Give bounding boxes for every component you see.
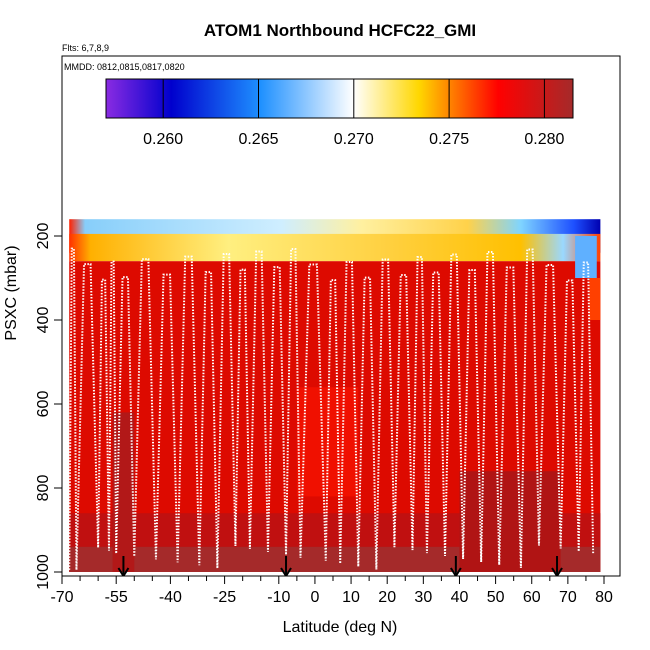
y-tick-label: 600	[35, 391, 52, 418]
x-tick-label: 30	[414, 589, 432, 606]
x-axis: -70 -55 -40 -25 -10 0 10 20 30 40 50 60 70 80	[50, 575, 613, 606]
colorbar-tick-label: 0.265	[238, 131, 278, 148]
colorbar-gradient	[105, 78, 574, 119]
flight-marker-arrowhead	[280, 567, 292, 576]
colorbar-tick-label: 0.280	[524, 131, 564, 148]
colorbar-tick-label: 0.260	[143, 131, 183, 148]
y-tick-label: 1000	[35, 554, 52, 590]
colorbar-tick-label: 0.275	[429, 131, 469, 148]
x-tick-label: 50	[487, 589, 505, 606]
dates-subtitle: MMDD: 0812,0815,0817,0820	[64, 62, 185, 72]
heatmap-patch	[575, 236, 597, 278]
y-tick-label: 400	[35, 307, 52, 334]
heatmap-band-mid	[69, 233, 601, 262]
x-tick-label: -40	[159, 589, 182, 606]
colorbar: 0.260 0.265 0.270 0.275 0.280	[105, 78, 574, 148]
heatmap-patch	[459, 471, 561, 572]
colorbar-tick-label: 0.270	[334, 131, 374, 148]
x-tick-label: 10	[342, 589, 360, 606]
y-tick-label: 200	[35, 223, 52, 250]
y-tick-label: 800	[35, 475, 52, 502]
x-tick-label: -10	[267, 589, 290, 606]
y-axis-label: PSXC (mbar)	[3, 245, 20, 340]
y-axis: 200 400 600 800 1000	[35, 223, 62, 590]
x-tick-label: -55	[105, 589, 128, 606]
colorbar-ticks: 0.260 0.265 0.270 0.275 0.280	[143, 79, 565, 148]
x-tick-label: 60	[523, 589, 541, 606]
flight-marker-arrowhead	[117, 567, 130, 576]
x-tick-label: -25	[213, 589, 236, 606]
x-tick-label: 0	[310, 589, 319, 606]
x-tick-label: 40	[451, 589, 469, 606]
x-tick-label: 80	[595, 589, 613, 606]
flight-marker-arrowhead	[450, 567, 462, 576]
heatmap-patch	[296, 387, 359, 497]
x-tick-label: 20	[378, 589, 396, 606]
heatmap-patch	[589, 278, 601, 320]
flight-marker-arrowhead	[551, 567, 563, 576]
x-tick-label: -70	[50, 589, 73, 606]
chart-title: ATOM1 Northbound HCFC22_GMI	[204, 21, 476, 40]
flight-profile-path	[68, 247, 595, 570]
x-axis-label: Latitude (deg N)	[283, 619, 398, 636]
x-tick-label: 70	[559, 589, 577, 606]
flights-subtitle: Flts: 6,7,8,9	[62, 43, 109, 53]
heatmap-layer	[68, 219, 601, 576]
